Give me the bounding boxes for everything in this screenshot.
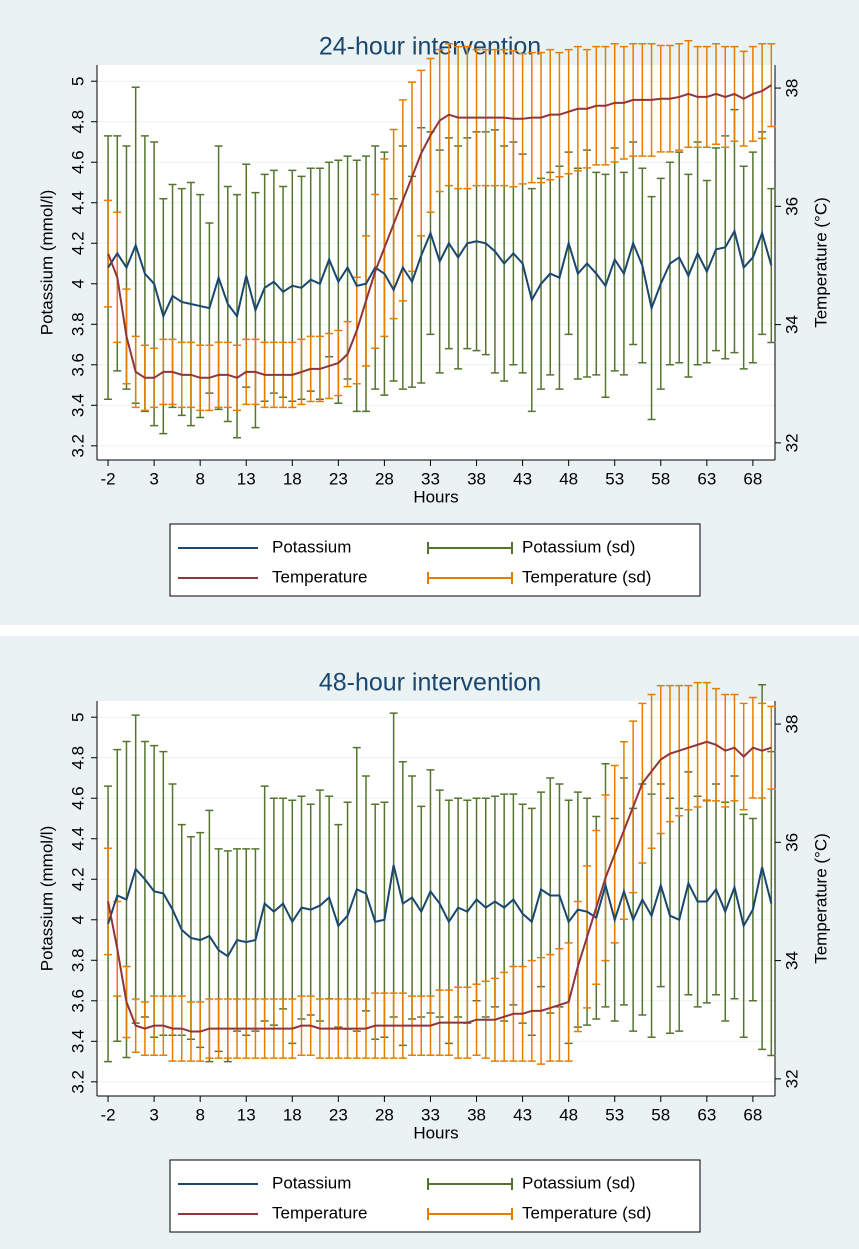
y-tick-label: 3.2 [68, 434, 87, 458]
y-tick-label: 4.2 [68, 867, 87, 891]
error-bar [104, 847, 113, 956]
legend-label: Temperature (sd) [522, 567, 651, 586]
x-tick-label: 33 [421, 469, 440, 488]
x-tick-label: 13 [237, 1105, 256, 1124]
legend-swatch [427, 1178, 513, 1190]
legend-label: Temperature [272, 1203, 367, 1222]
y2-axis-label: Temperature (°C) [811, 833, 830, 964]
y2-tick-label: 32 [782, 433, 801, 452]
series-line [107, 740, 772, 1033]
legend-box [169, 1159, 701, 1233]
x-tick-label: 63 [697, 469, 716, 488]
chart-panel: 24-hour intervention 3.2 3.4 3.6 3.8 4 4.2 4.4 4… [0, 0, 859, 625]
x-tick-label: 8 [195, 469, 204, 488]
x-axis-label: Hours [413, 1123, 458, 1142]
x-tick-label: 53 [605, 1105, 624, 1124]
y-tick-label: 3.4 [68, 1029, 87, 1053]
y2-tick-label: 38 [782, 715, 801, 734]
x-tick-label: 23 [329, 1105, 348, 1124]
x-tick-label: 63 [697, 1105, 716, 1124]
x-tick-label: 23 [329, 469, 348, 488]
chart-title: 48-hour intervention [319, 669, 541, 697]
legend-label: Temperature [272, 567, 367, 586]
chart-title: 24-hour intervention [319, 33, 541, 61]
x-tick-label: 58 [651, 469, 670, 488]
x-tick-label: 28 [375, 469, 394, 488]
x-tick-label: 48 [559, 469, 578, 488]
x-tick-label: 53 [605, 469, 624, 488]
legend-swatch [427, 542, 513, 554]
y2-tick-label: 38 [782, 79, 801, 98]
legend-box [169, 523, 701, 597]
y-tick-label: 4.6 [68, 786, 87, 810]
x-tick-label: 38 [467, 1105, 486, 1124]
legend-label: Potassium [272, 1173, 351, 1192]
y-tick-label: 4.4 [68, 191, 87, 215]
y-axis-label: Potassium (mmol/l) [37, 826, 56, 971]
y-tick-label: 5 [68, 76, 87, 85]
x-tick-label: 33 [421, 1105, 440, 1124]
x-tick-label: 3 [149, 1105, 158, 1124]
x-tick-label: 18 [283, 469, 302, 488]
legend-label: Potassium [272, 537, 351, 556]
x-tick-label: 13 [237, 469, 256, 488]
legend-swatch [427, 572, 513, 584]
y-tick-label: 4.8 [68, 110, 87, 134]
x-tick-label: 68 [743, 469, 762, 488]
x-tick-label: 8 [195, 1105, 204, 1124]
y2-tick-label: 34 [782, 315, 801, 334]
y-tick-label: 4.2 [68, 231, 87, 255]
x-tick-label: 18 [283, 1105, 302, 1124]
y-axis-label: Potassium (mmol/l) [37, 190, 56, 335]
x-axis-label: Hours [413, 487, 458, 506]
y-tick-label: 4 [68, 279, 87, 288]
y-tick-label: 3.6 [68, 353, 87, 377]
y2-tick-label: 32 [782, 1069, 801, 1088]
y2-axis-label: Temperature (°C) [811, 197, 830, 328]
x-tick-label: -2 [100, 1105, 115, 1124]
y-tick-label: 5 [68, 712, 87, 721]
x-tick-label: 58 [651, 1105, 670, 1124]
x-tick-label: 38 [467, 469, 486, 488]
legend-label: Potassium (sd) [522, 537, 635, 556]
y2-tick-label: 36 [782, 833, 801, 852]
y2-tick-label: 36 [782, 197, 801, 216]
x-tick-label: 43 [513, 469, 532, 488]
legend-label: Potassium (sd) [522, 1173, 635, 1192]
y-tick-label: 3.4 [68, 393, 87, 417]
x-tick-label: 3 [149, 469, 158, 488]
y-tick-label: 3.6 [68, 989, 87, 1013]
y-tick-label: 4 [68, 915, 87, 924]
legend-label: Temperature (sd) [522, 1203, 651, 1222]
y-tick-label: 3.8 [68, 948, 87, 972]
legend-swatch [427, 1208, 513, 1220]
series-line [107, 84, 772, 379]
y-tick-label: 4.6 [68, 150, 87, 174]
x-tick-label: -2 [100, 469, 115, 488]
x-tick-label: 68 [743, 1105, 762, 1124]
y-tick-label: 4.8 [68, 746, 87, 770]
x-tick-label: 48 [559, 1105, 578, 1124]
series-line [107, 228, 773, 320]
chart-panel: 48-hour intervention 3.2 3.4 3.6 3.8 4 4.2 4.4 4… [0, 636, 859, 1249]
y-tick-label: 4.4 [68, 827, 87, 851]
series-line [107, 864, 773, 958]
y2-tick-label: 34 [782, 951, 801, 970]
x-tick-label: 43 [513, 1105, 532, 1124]
x-tick-label: 28 [375, 1105, 394, 1124]
y-tick-label: 3.2 [68, 1070, 87, 1094]
y-tick-label: 3.8 [68, 312, 87, 336]
